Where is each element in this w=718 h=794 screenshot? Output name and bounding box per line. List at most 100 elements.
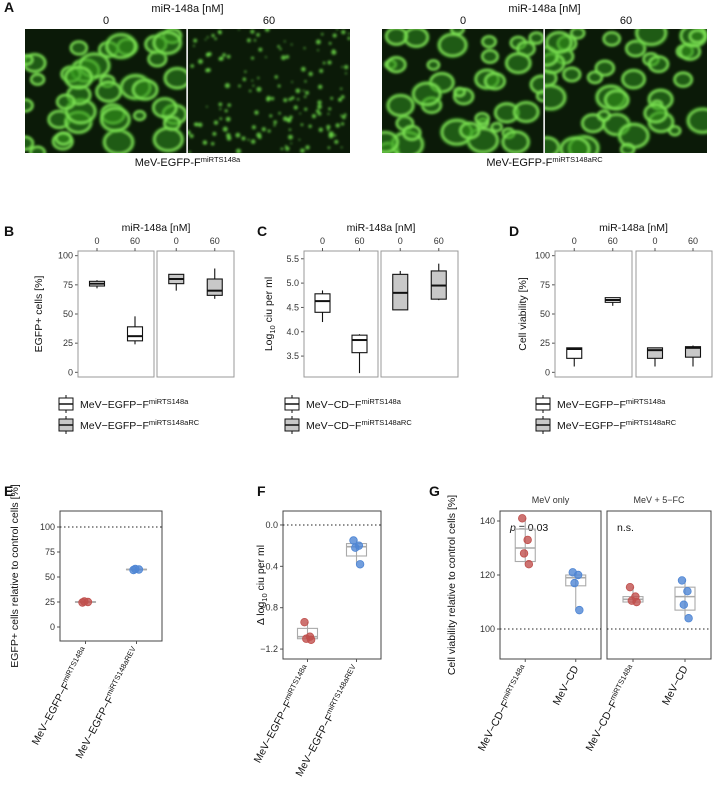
facet-frame [59, 510, 163, 642]
cell-dot [279, 47, 282, 51]
cell-dot [341, 122, 345, 126]
cell-dot [340, 146, 343, 149]
cell-dot [212, 131, 217, 136]
data-point [306, 635, 316, 644]
x-tick-label: 60 [608, 236, 618, 246]
panel-letter: E [4, 483, 13, 499]
cell-glow [500, 129, 531, 153]
facet-frame [499, 510, 602, 660]
cell-glow [511, 100, 541, 124]
cell-dot [264, 29, 270, 32]
cell-dot [274, 75, 278, 79]
cell-glow [603, 88, 631, 112]
cell-dot [317, 49, 319, 52]
cell-glow [545, 30, 574, 55]
panel-letter: G [429, 483, 440, 499]
cell-dot [348, 32, 350, 35]
cell-dot [345, 72, 347, 75]
data-point [684, 614, 693, 623]
cell-dot [285, 146, 290, 151]
condition-label: 0 [460, 15, 466, 27]
x-tick-label: MeV−EGFP−FmiRTS148aREV [292, 663, 362, 779]
cell-dot [188, 151, 192, 153]
data-point [632, 597, 641, 607]
y-tick-label: 25 [45, 597, 55, 607]
top-axis-title: miR-148a [nM] [347, 222, 416, 234]
cell-dot [340, 95, 345, 99]
cell-dot [343, 113, 347, 117]
cell-ring [501, 130, 530, 153]
cell-dot [257, 135, 262, 139]
cell-dot [318, 127, 323, 132]
cell-glow [483, 71, 507, 91]
y-axis-label: Log10 ciu per ml [263, 277, 277, 351]
cell-ring [560, 136, 591, 153]
cell-ring [64, 66, 93, 89]
cell-dot [315, 109, 320, 113]
facet-frame [380, 250, 459, 378]
text-part: miRTS148a [500, 662, 527, 702]
cell-dot [327, 112, 330, 115]
cell-dot [303, 95, 307, 99]
cell-ring [25, 135, 34, 151]
cell-ring [484, 72, 506, 91]
image-caption: MeV-EGFP-FmiRTS148a [135, 155, 241, 169]
cell-ring [620, 143, 636, 153]
cell-dot [261, 127, 266, 132]
cell-dot [300, 148, 305, 153]
cell-glow [382, 129, 400, 153]
legend-label: MeV−CD−FmiRTS148aRC [306, 418, 412, 432]
x-tick-label: MeV−CD [660, 663, 691, 707]
cell-ring [459, 121, 481, 140]
y-axis-label: EGFP+ cells [%] [33, 276, 45, 353]
y-tick-label: 3.5 [286, 351, 299, 361]
cell-dot [193, 38, 198, 43]
cell-dot [330, 96, 334, 100]
text-part: MeV−EGFP−F [80, 399, 149, 411]
cell-dot [204, 38, 207, 41]
cell-dot [273, 124, 276, 127]
cell-dot [188, 130, 191, 136]
text-part: miRTS148aREV [324, 663, 358, 716]
cell-ring [635, 29, 667, 46]
cell-dot [340, 114, 343, 117]
cell-ring [643, 103, 668, 124]
box [314, 293, 331, 313]
x-tick-label: MeV−EGFP−FmiRTS148aREV [72, 645, 142, 761]
cell-dot [219, 117, 223, 120]
cell-glow [616, 121, 651, 150]
cell-glow [410, 80, 443, 108]
cell-ring [105, 33, 137, 59]
y-tick-label: 25 [540, 338, 550, 348]
data-point [570, 578, 579, 588]
x-tick-label: 0 [94, 236, 99, 246]
y-tick-label: 140 [480, 516, 495, 526]
x-tick-label: 60 [354, 236, 364, 246]
cell-dot [226, 54, 231, 59]
data-point [573, 570, 583, 580]
text-part: miRTS148aREV [104, 645, 138, 698]
micrograph-cells [382, 29, 544, 153]
cell-dot [302, 89, 305, 92]
cell-glow [151, 125, 185, 153]
legend-label: MeV−EGFP−FmiRTS148a [80, 397, 189, 411]
cell-ring [25, 54, 34, 66]
data-point [523, 535, 532, 545]
cell-dot [341, 66, 343, 68]
data-point [351, 543, 360, 552]
cell-dot [256, 33, 260, 37]
y-axis-label: Cell viability relative to control cells… [446, 495, 458, 675]
cell-dot [308, 124, 312, 128]
text-part: miRTS148aRC [626, 418, 677, 427]
y-tick-label: 0.0 [265, 520, 278, 530]
text-part: miRTS148a [282, 662, 309, 702]
cell-ring [133, 110, 147, 122]
cell-ring [481, 49, 499, 64]
cell-dot [340, 87, 343, 90]
cell-dot [225, 116, 231, 122]
text-part: MeV-EGFP-F [135, 157, 201, 169]
text-part: 10 [268, 325, 277, 333]
y-tick-label: 100 [535, 251, 550, 261]
cell-dot [219, 107, 222, 111]
text-part: MeV−CD−F [306, 420, 361, 432]
